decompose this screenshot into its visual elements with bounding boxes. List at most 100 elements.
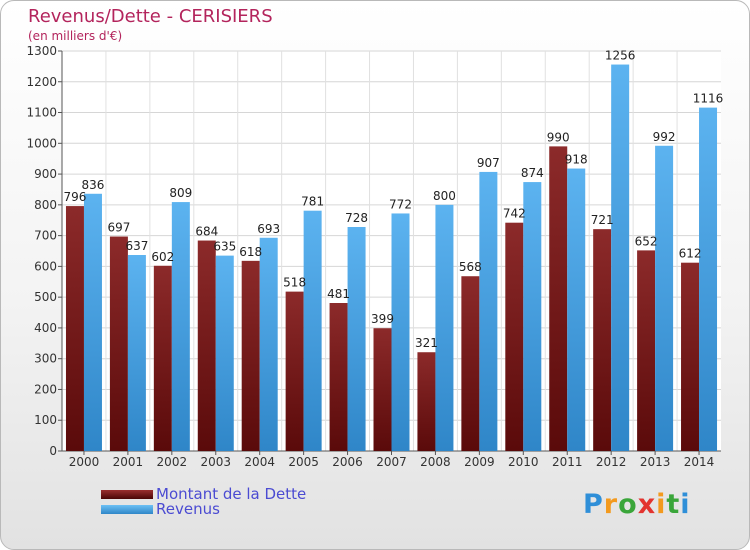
x-tick-label-2012: 2012 [596, 455, 627, 469]
data-label-revenus-2002: 809 [169, 186, 192, 200]
x-tick-label-2010: 2010 [508, 455, 539, 469]
data-label-dette-2000: 796 [64, 190, 87, 204]
data-label-revenus-2009: 907 [477, 156, 500, 170]
y-tick-label-100: 100 [34, 413, 57, 427]
y-tick-label-500: 500 [34, 290, 57, 304]
data-label-dette-2013: 652 [635, 234, 658, 248]
x-tick-label-2007: 2007 [376, 455, 407, 469]
data-label-dette-2007: 399 [371, 312, 394, 326]
x-tick-label-2004: 2004 [244, 455, 275, 469]
bar-revenus-2008 [435, 204, 454, 451]
logo-letter-1: r [603, 489, 619, 520]
data-label-revenus-2004: 693 [257, 222, 280, 236]
data-label-revenus-2014: 1116 [693, 92, 724, 106]
legend-label-revenus: Revenus [156, 500, 220, 518]
chart-title: Revenus/Dette - CERISIERS [28, 6, 273, 27]
y-tick-label-400: 400 [34, 321, 57, 335]
bar-dette-2010 [505, 222, 524, 451]
bar-dette-2006 [329, 303, 348, 451]
bar-dette-2009 [461, 276, 480, 451]
bar-revenus-2012 [611, 64, 630, 452]
legend-swatch-revenus [101, 505, 153, 514]
data-label-dette-2014: 612 [679, 247, 702, 261]
x-tick-label-2008: 2008 [420, 455, 451, 469]
x-tick-label-2003: 2003 [200, 455, 231, 469]
y-tick-label-1300: 1300 [26, 44, 57, 58]
data-label-dette-2011: 990 [547, 130, 570, 144]
x-tick-label-2011: 2011 [552, 455, 583, 469]
bar-revenus-2000 [83, 193, 102, 451]
bar-dette-2001 [109, 236, 128, 451]
bar-revenus-2003 [215, 255, 234, 451]
bar-dette-2004 [241, 260, 260, 451]
logo-letter-2: o [618, 489, 638, 520]
bar-revenus-2007 [391, 213, 410, 451]
data-label-revenus-2001: 637 [125, 239, 148, 253]
y-tick-label-1100: 1100 [26, 106, 57, 120]
bar-revenus-2014 [699, 107, 718, 451]
bar-dette-2003 [197, 240, 216, 451]
x-tick-label-2001: 2001 [113, 455, 144, 469]
data-label-dette-2010: 742 [503, 207, 526, 221]
bar-revenus-2005 [303, 210, 322, 451]
legend-label-dette: Montant de la Dette [156, 485, 307, 503]
x-tick-label-2013: 2013 [640, 455, 671, 469]
x-tick-label-2009: 2009 [464, 455, 495, 469]
y-tick-label-700: 700 [34, 229, 57, 243]
logo-letter-0: P [583, 489, 604, 520]
data-label-revenus-2008: 800 [433, 189, 456, 203]
bar-revenus-2011 [567, 168, 586, 452]
y-tick-label-800: 800 [34, 198, 57, 212]
data-label-revenus-2012: 1256 [605, 49, 636, 63]
bar-dette-2000 [65, 206, 84, 451]
logo-letter-4: i [656, 489, 667, 520]
bar-dette-2011 [549, 146, 568, 451]
data-label-dette-2001: 697 [107, 221, 130, 235]
proxiti-logo: Proxiti [583, 489, 691, 520]
data-label-dette-2009: 568 [459, 260, 482, 274]
data-label-revenus-2006: 728 [345, 211, 368, 225]
bar-revenus-2002 [171, 202, 190, 451]
bar-dette-2013 [637, 250, 656, 451]
bar-dette-2005 [285, 291, 304, 451]
bar-revenus-2013 [655, 145, 674, 451]
x-tick-label-2014: 2014 [684, 455, 715, 469]
bar-dette-2002 [153, 265, 172, 451]
y-tick-label-0: 0 [49, 444, 57, 458]
data-label-dette-2005: 518 [283, 276, 306, 290]
x-tick-label-2000: 2000 [69, 455, 100, 469]
legend-swatch-dette [101, 490, 153, 499]
y-tick-label-200: 200 [34, 382, 57, 396]
data-label-dette-2006: 481 [327, 287, 350, 301]
bar-dette-2012 [593, 229, 612, 451]
y-tick-label-1200: 1200 [26, 75, 57, 89]
data-label-dette-2002: 602 [151, 250, 174, 264]
data-label-revenus-2010: 874 [521, 166, 544, 180]
data-label-revenus-2011: 918 [565, 153, 588, 167]
bar-revenus-2006 [347, 227, 366, 451]
data-label-revenus-2007: 772 [389, 197, 412, 211]
y-tick-label-300: 300 [34, 352, 57, 366]
bar-revenus-2009 [479, 171, 498, 451]
y-tick-label-600: 600 [34, 259, 57, 273]
x-tick-label-2005: 2005 [288, 455, 319, 469]
chart-subtitle: (en milliers d'€) [28, 29, 123, 43]
logo-letter-3: x [637, 489, 657, 520]
data-label-revenus-2005: 781 [301, 195, 324, 209]
data-label-dette-2003: 684 [195, 225, 218, 239]
bar-revenus-2004 [259, 237, 278, 451]
logo-letter-6: i [680, 489, 691, 520]
x-tick-label-2006: 2006 [332, 455, 363, 469]
data-label-dette-2008: 321 [415, 336, 438, 350]
data-label-revenus-2003: 635 [213, 240, 236, 254]
logo-letter-5: t [666, 489, 681, 520]
y-tick-label-1000: 1000 [26, 136, 57, 150]
x-tick-label-2002: 2002 [157, 455, 188, 469]
bar-dette-2008 [417, 352, 436, 451]
data-label-dette-2004: 618 [239, 245, 262, 259]
bar-dette-2014 [681, 262, 700, 451]
bar-dette-2007 [373, 328, 392, 451]
y-tick-label-900: 900 [34, 167, 57, 181]
